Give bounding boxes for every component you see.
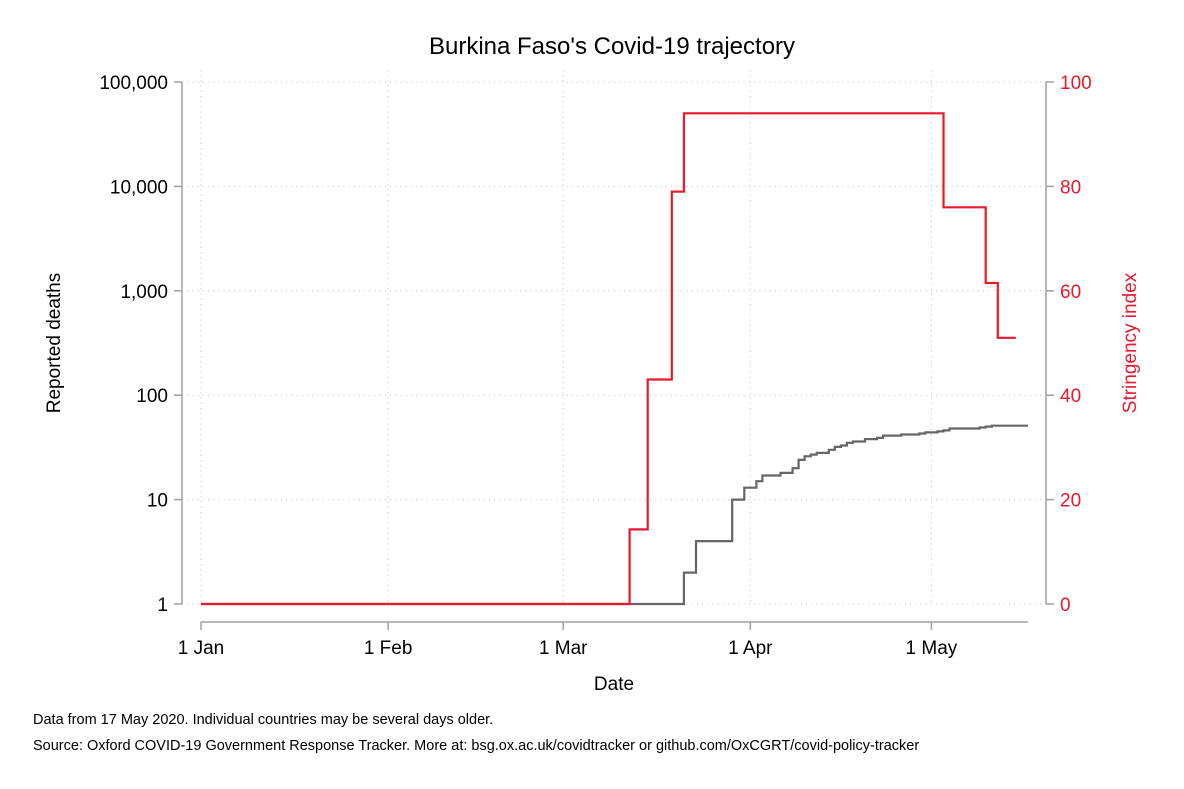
y2-tick-label: 80 xyxy=(1060,177,1081,198)
x-tick-label: 1 May xyxy=(906,638,958,659)
source-note: Source: Oxford COVID-19 Government Respo… xyxy=(33,738,919,754)
y-tick-label: 1 xyxy=(157,595,168,616)
y2-tick-label: 0 xyxy=(1060,595,1071,616)
x-axis-ticks: 1 Jan 1 Feb 1 Mar 1 Apr 1 May xyxy=(178,622,958,659)
y-axis-label: Reported deaths xyxy=(44,273,65,414)
x-tick-label: 1 Jan xyxy=(178,638,224,659)
deaths-line xyxy=(201,426,1028,604)
series-lines xyxy=(201,113,1028,604)
y-tick-label: 100 xyxy=(136,386,168,407)
x-tick-label: 1 Apr xyxy=(728,638,773,659)
y2-tick-label: 40 xyxy=(1060,386,1081,407)
x-tick-label: 1 Mar xyxy=(539,638,588,659)
stringency-line xyxy=(201,113,1016,604)
y-tick-label: 100,000 xyxy=(99,73,168,94)
y-tick-label: 1,000 xyxy=(120,282,168,303)
y2-tick-label: 100 xyxy=(1060,73,1092,94)
y-tick-label: 10,000 xyxy=(110,177,168,198)
x-axis-label: Date xyxy=(594,674,634,695)
axes xyxy=(182,82,1046,622)
y2-axis-label: Stringency index xyxy=(1120,272,1141,413)
y2-tick-label: 20 xyxy=(1060,491,1081,512)
y2-axis-ticks: 0 20 40 60 80 100 xyxy=(1046,73,1092,616)
y-tick-label: 10 xyxy=(147,491,168,512)
chart-title: Burkina Faso's Covid-19 trajectory xyxy=(429,33,795,60)
x-tick-label: 1 Feb xyxy=(364,638,413,659)
data-note: Data from 17 May 2020. Individual countr… xyxy=(33,712,493,728)
y-axis-ticks: 1 10 100 1,000 10,000 100,000 xyxy=(99,73,182,616)
y2-tick-label: 60 xyxy=(1060,282,1081,303)
gridlines xyxy=(182,70,1046,604)
